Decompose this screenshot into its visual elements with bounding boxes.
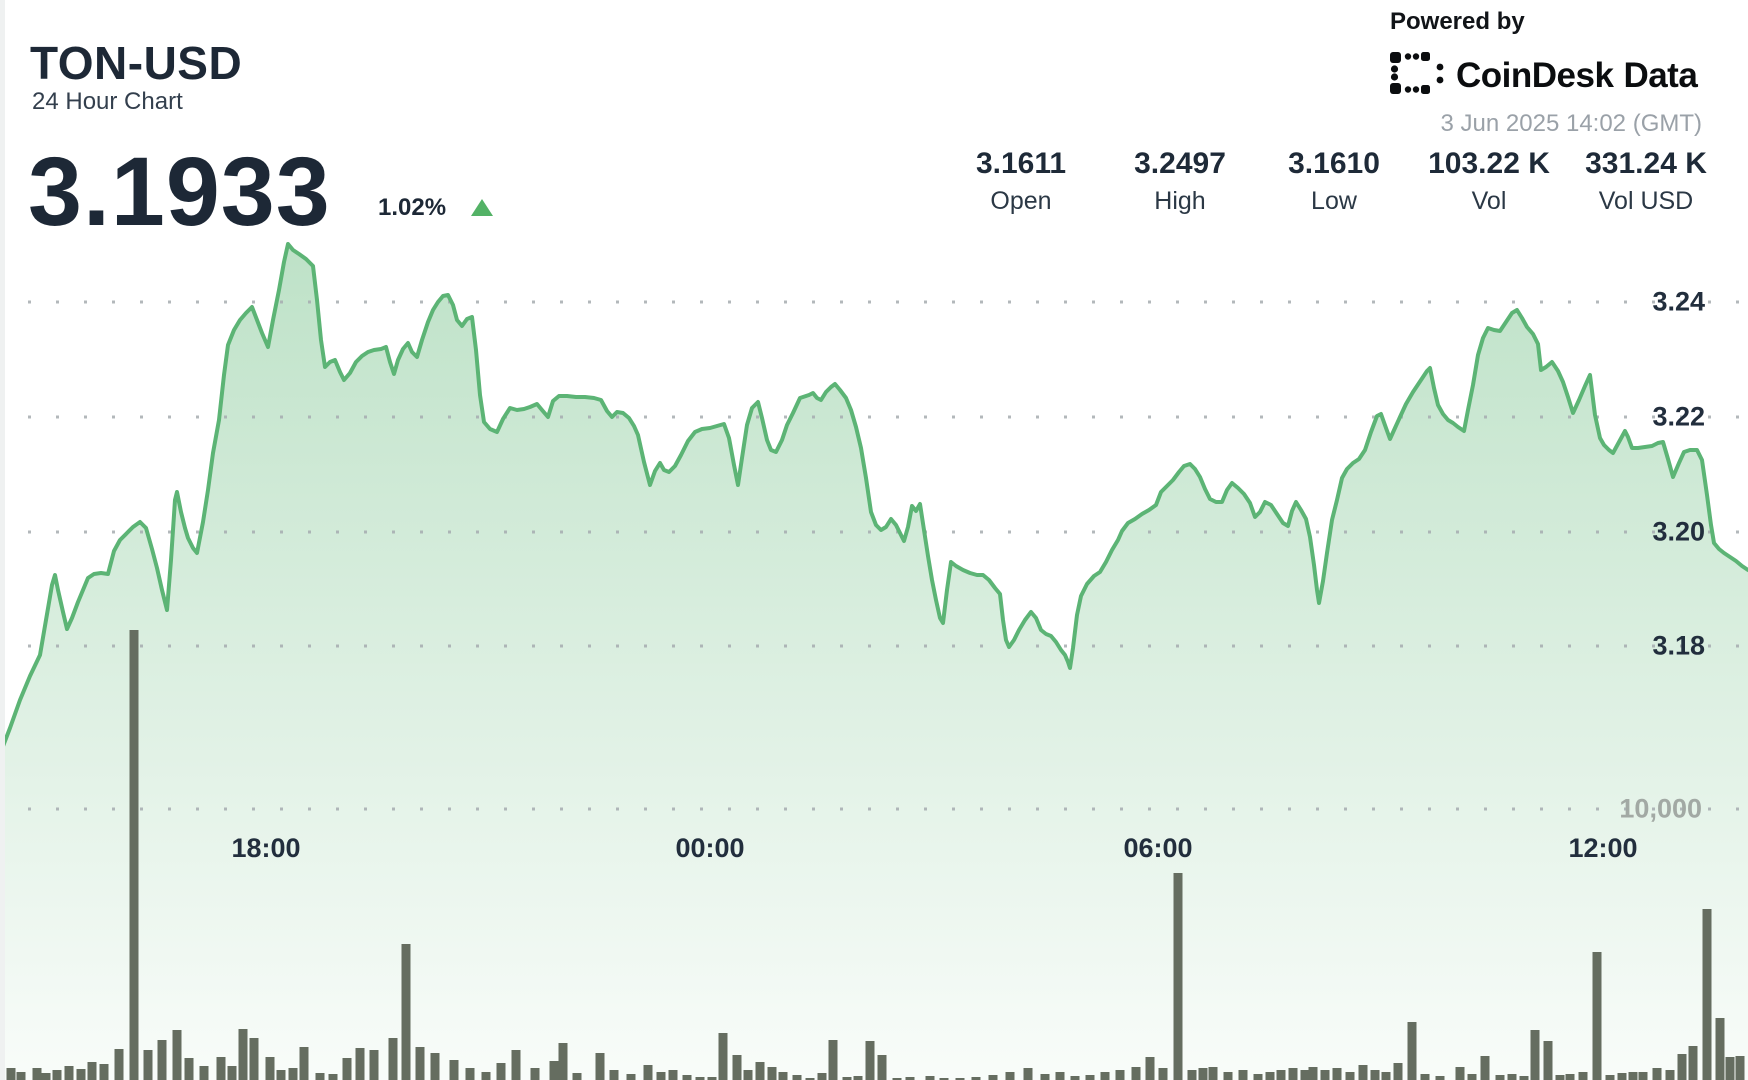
- stat-volume-value: 103.22 K: [1428, 147, 1550, 180]
- powered-by-label: Powered by: [1390, 8, 1525, 35]
- stat-high-value: 3.2497: [1134, 147, 1226, 180]
- chart-range-subtitle: 24 Hour Chart: [32, 88, 183, 115]
- stat-volume-label: Vol: [1471, 187, 1507, 215]
- stat-volume-usd-value: 331.24 K: [1585, 147, 1707, 180]
- y-axis-tick-324: 3.24: [1652, 286, 1705, 317]
- coindesk-logo-text: CoinDesk: [1456, 55, 1614, 95]
- stat-low-value: 3.1610: [1288, 147, 1380, 180]
- stat-volume-usd-label: Vol USD: [1598, 187, 1694, 215]
- stat-high: 3.2497 High: [1134, 147, 1226, 215]
- stat-low: 3.1610 Low: [1288, 147, 1380, 215]
- brand-block: Powered by: [1390, 8, 1702, 137]
- stat-volume-usd: 331.24 K Vol USD: [1585, 147, 1707, 215]
- x-axis-tick-1200: 12:00: [1568, 833, 1638, 863]
- stat-open-label: Open: [990, 187, 1052, 215]
- timestamp: 3 Jun 2025 14:02 (GMT): [1440, 110, 1702, 137]
- y-axis-tick-320: 3.20: [1652, 516, 1705, 547]
- current-price: 3.1933: [28, 137, 331, 246]
- stat-open: 3.1611 Open: [975, 147, 1067, 215]
- stat-open-value: 3.1611: [975, 147, 1067, 180]
- up-triangle-icon: [471, 199, 493, 216]
- y-axis-tick-318: 3.18: [1652, 630, 1705, 661]
- coindesk-data-logo: CoinDesk Data: [1390, 52, 1698, 99]
- coindesk-dots-icon: [1390, 52, 1448, 99]
- y-axis-tick-322: 3.22: [1652, 401, 1705, 432]
- page-title: TON-USD: [30, 37, 243, 89]
- left-edge-strip: [0, 0, 5, 1080]
- stat-low-label: Low: [1311, 187, 1357, 215]
- stat-high-label: High: [1154, 187, 1206, 215]
- stat-volume: 103.22 K Vol: [1428, 147, 1550, 215]
- x-axis-tick-1800: 18:00: [231, 833, 301, 863]
- change-percent: 1.02%: [378, 194, 447, 221]
- x-axis-tick-0000: 00:00: [675, 833, 745, 863]
- x-axis-tick-0600: 06:00: [1123, 833, 1193, 863]
- volume-axis-tick-10000: 10,000: [1619, 793, 1702, 824]
- coindesk-logo-text-data: Data: [1623, 55, 1698, 95]
